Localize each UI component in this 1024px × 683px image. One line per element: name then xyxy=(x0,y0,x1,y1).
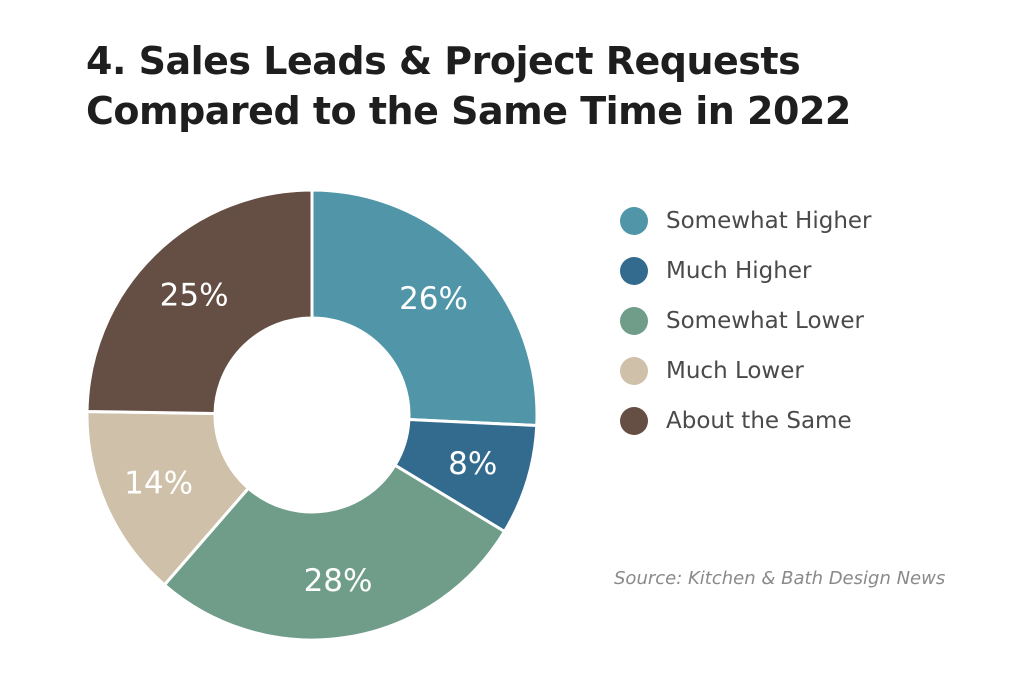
donut-slice-somewhat-lower xyxy=(162,463,507,642)
legend-item: Much Lower xyxy=(620,346,872,396)
legend-label: Somewhat Lower xyxy=(666,308,864,334)
slice-value-label: 26% xyxy=(399,281,468,317)
chart-title-line-1: 4. Sales Leads & Project Requests xyxy=(86,39,801,83)
slice-value-label: 25% xyxy=(160,277,229,313)
legend-label: About the Same xyxy=(666,408,852,434)
legend-label: Much Lower xyxy=(666,358,804,384)
donut-slice-somewhat-higher xyxy=(310,188,539,428)
legend-swatch xyxy=(620,357,648,385)
slice-value-label: 8% xyxy=(448,446,497,482)
legend-swatch xyxy=(620,307,648,335)
source-note: Source: Kitchen & Bath Design News xyxy=(614,568,946,589)
donut-slice-much-lower xyxy=(85,409,251,587)
slice-value-label: 28% xyxy=(304,563,373,599)
legend-item: Much Higher xyxy=(620,246,872,296)
legend-item: About the Same xyxy=(620,396,872,446)
legend-swatch xyxy=(620,207,648,235)
donut-slice-about-the-same xyxy=(85,188,314,416)
legend-swatch xyxy=(620,407,648,435)
chart-title: 4. Sales Leads & Project Requests Compar… xyxy=(86,36,986,136)
chart-title-line-2: Compared to the Same Time in 2022 xyxy=(86,89,851,133)
legend-label: Somewhat Higher xyxy=(666,208,872,234)
legend-label: Much Higher xyxy=(666,258,812,284)
chart-legend: Somewhat Higher Much Higher Somewhat Lower… xyxy=(620,196,872,446)
legend-item: Somewhat Lower xyxy=(620,296,872,346)
legend-swatch xyxy=(620,257,648,285)
legend-item: Somewhat Higher xyxy=(620,196,872,246)
slice-value-label: 14% xyxy=(124,465,193,501)
